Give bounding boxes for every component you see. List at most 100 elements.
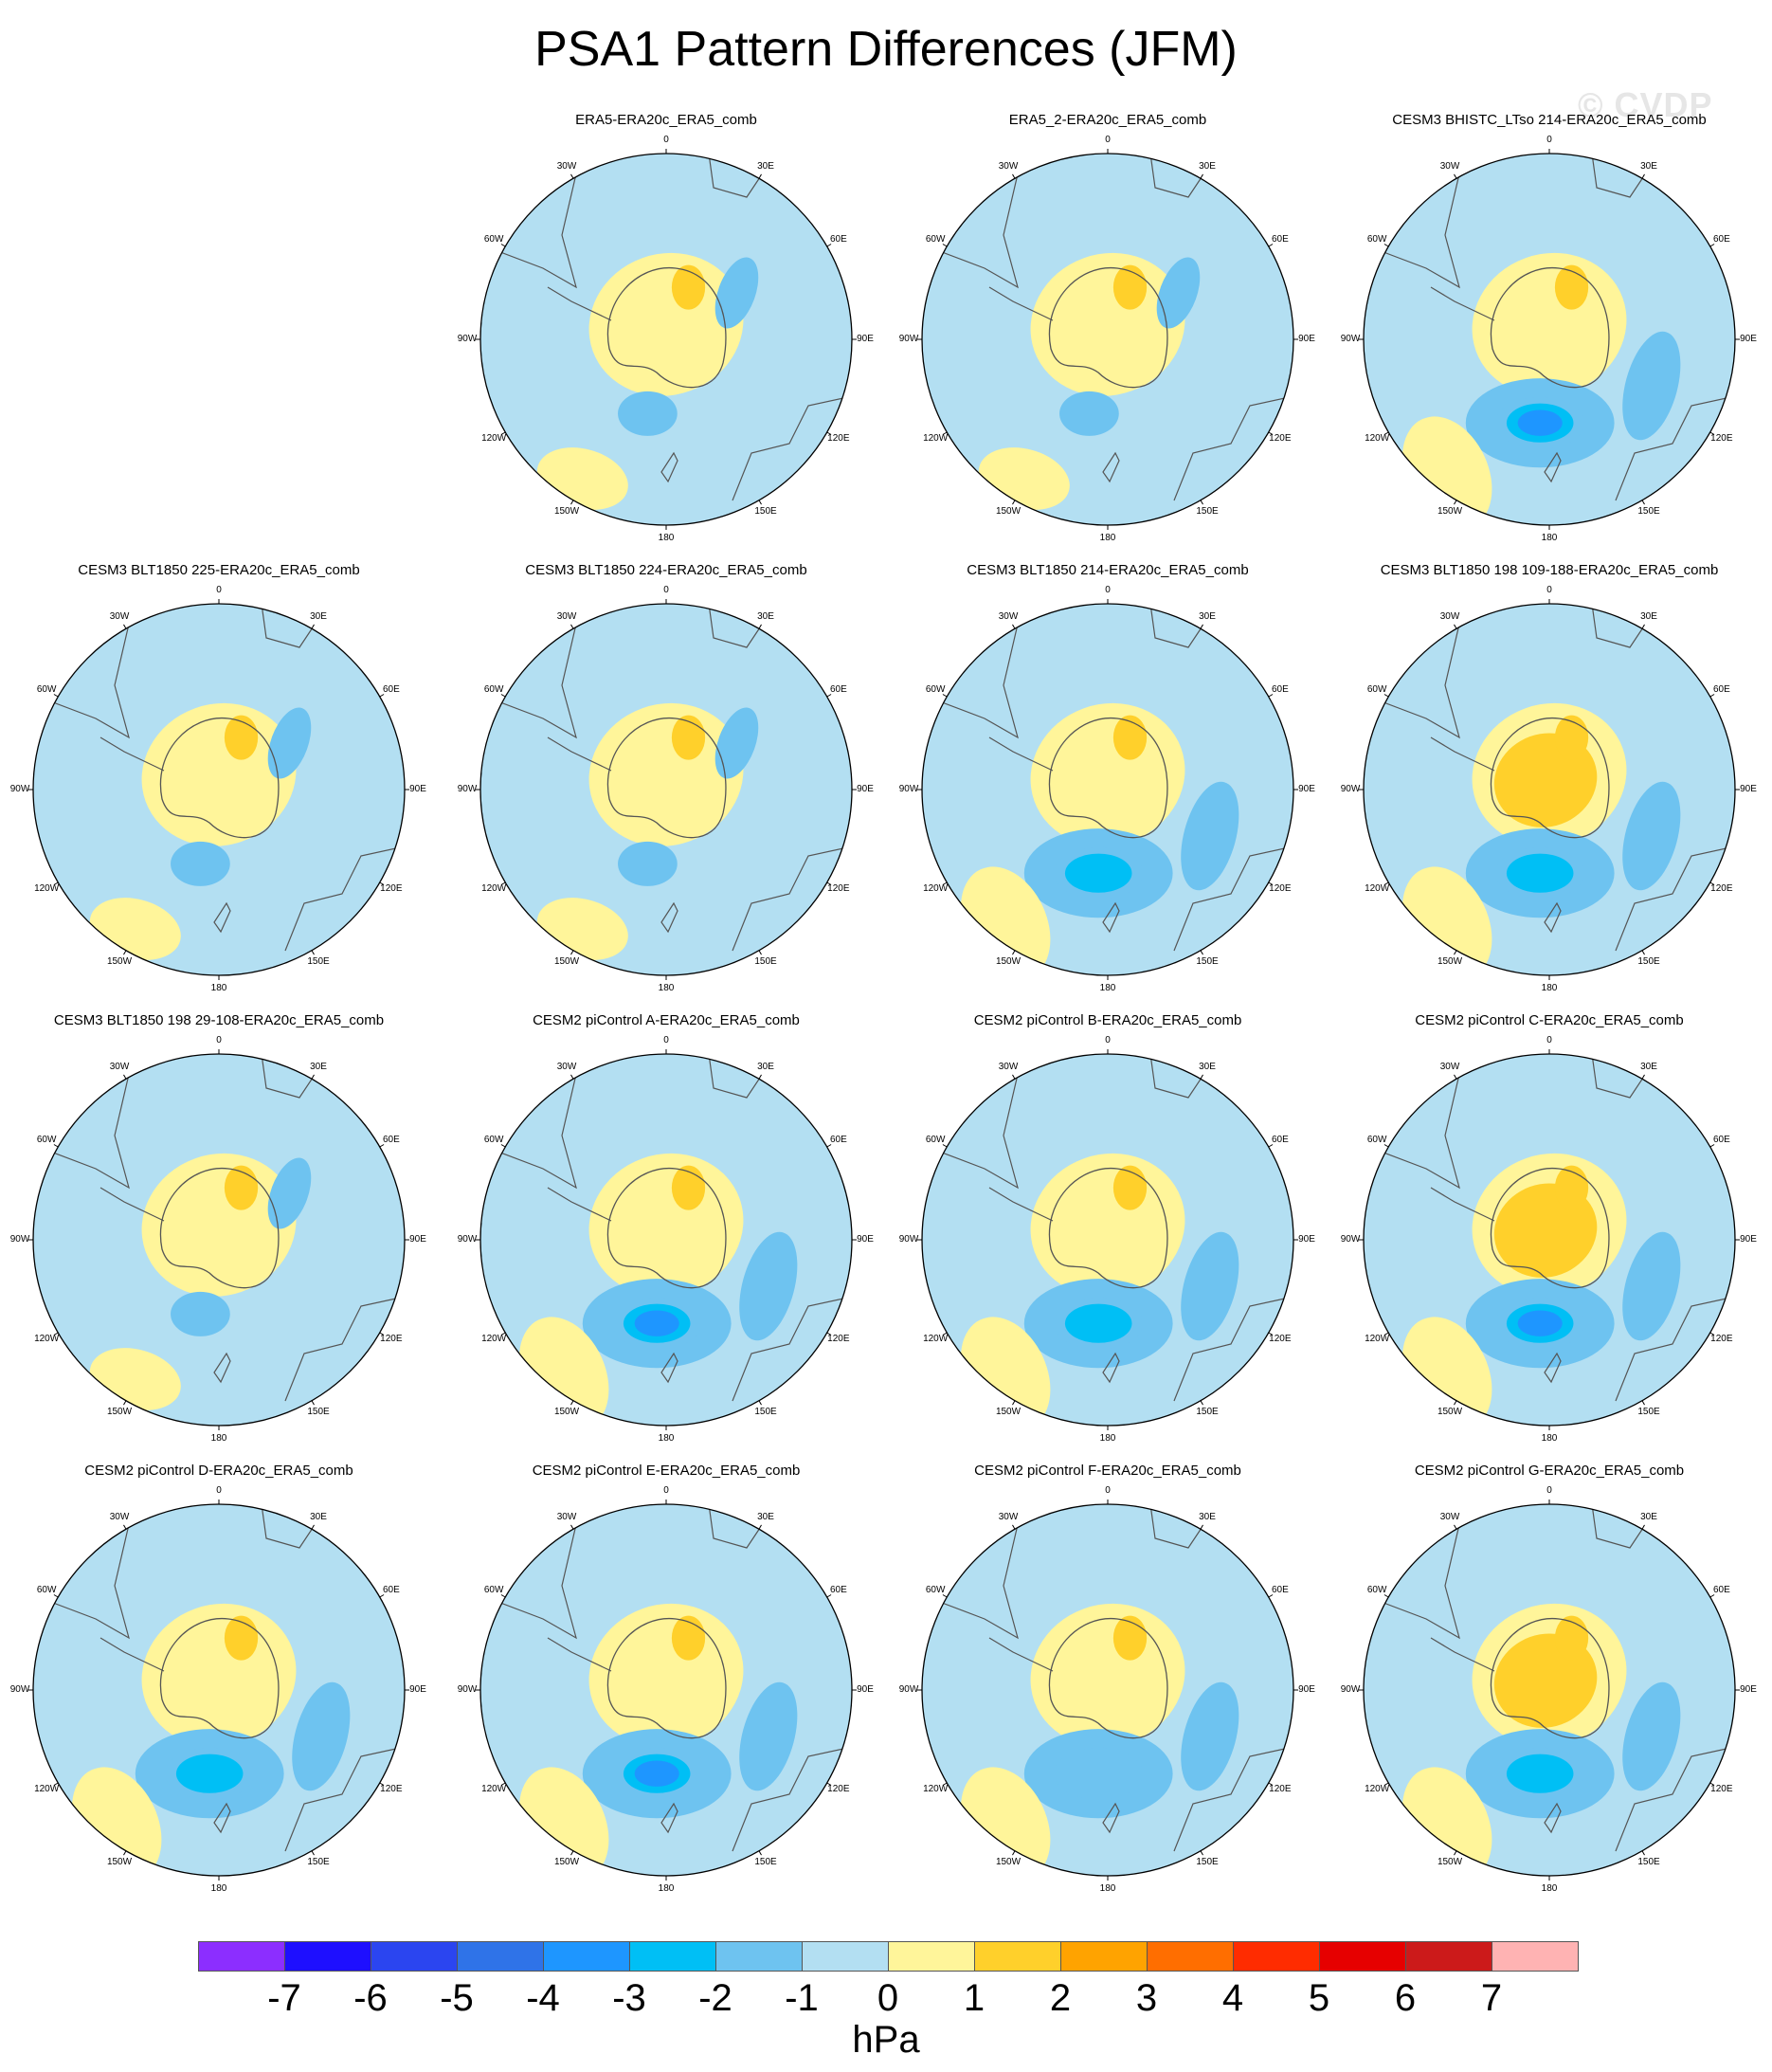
panel-title: CESM2 piControl C-ERA20c_ERA5_comb (1415, 1012, 1684, 1028)
longitude-tick (379, 694, 385, 698)
longitude-label: 30W (556, 1062, 577, 1073)
longitude-label: 60E (1271, 1135, 1289, 1145)
longitude-label: 150W (1437, 505, 1463, 517)
polar-map (476, 599, 857, 980)
longitude-label: 180 (658, 983, 675, 993)
africa-coastline (708, 154, 767, 198)
longitude-tick (379, 882, 385, 885)
longitude-tick (1200, 1524, 1203, 1530)
negative-anomaly-region (1622, 1231, 1681, 1341)
positive-anomaly-core (1112, 1615, 1148, 1661)
longitude-tick (1383, 1332, 1389, 1336)
longitude-tick (758, 173, 762, 179)
australia-coastline (1615, 395, 1735, 501)
longitude-label: 120W (34, 1334, 60, 1344)
longitude-label: 120E (380, 1784, 403, 1794)
south-america-coastline (33, 604, 135, 739)
longitude-label: 0 (216, 1035, 222, 1045)
longitude-label: 120E (827, 883, 850, 894)
longitude-label: 120W (481, 1334, 507, 1344)
negative-anomaly-region (267, 707, 312, 779)
panel-title: CESM2 piControl B-ERA20c_ERA5_comb (973, 1012, 1242, 1028)
longitude-label: 60E (382, 684, 400, 695)
longitude-label: 90E (409, 1684, 426, 1695)
australia-coastline (1173, 395, 1293, 501)
longitude-label: 30W (556, 611, 577, 623)
polar-map (28, 1499, 409, 1881)
panel-title: CESM2 piControl D-ERA20c_ERA5_comb (84, 1463, 353, 1479)
longitude-label: 90E (1740, 1684, 1757, 1695)
longitude-label: 150E (1196, 1856, 1219, 1867)
positive-anomaly-core (224, 1165, 259, 1210)
longitude-label: 30E (1640, 611, 1657, 623)
longitude-tick (758, 1524, 762, 1530)
longitude-label: 150E (1637, 955, 1660, 967)
colorbar-tick-label: 5 (1308, 1977, 1330, 2019)
africa-coastline (1591, 154, 1650, 198)
longitude-tick (1454, 1400, 1457, 1406)
longitude-label: 120E (827, 1334, 850, 1344)
longitude-label: 150W (995, 955, 1022, 967)
new-zealand-coastline (1544, 1352, 1562, 1384)
longitude-tick (500, 882, 506, 885)
longitude-label: 30E (1640, 161, 1657, 173)
longitude-label: 60E (829, 1585, 847, 1595)
longitude-label: 150E (754, 505, 777, 517)
longitude-label: 30W (109, 1062, 130, 1073)
longitude-tick (570, 1524, 574, 1530)
south-america-coastline (480, 154, 582, 289)
positive-anomaly-core (1554, 264, 1589, 310)
negative-anomaly-core (1517, 409, 1563, 436)
longitude-label: 120E (1710, 883, 1733, 894)
longitude-tick (570, 950, 574, 955)
longitude-tick (1012, 950, 1016, 955)
map-panel: CESM2 piControl F-ERA20c_ERA5_comb 0 30E 60… (889, 1463, 1327, 1908)
longitude-label: 90E (409, 784, 426, 794)
longitude-label: 90W (1340, 784, 1361, 794)
longitude-tick (500, 1332, 506, 1336)
colorbar-tick-label: 2 (1049, 1977, 1072, 2019)
new-zealand-coastline (213, 1352, 231, 1384)
longitude-tick (942, 431, 948, 435)
longitude-label: 150E (1196, 505, 1219, 517)
negative-anomaly-region (714, 257, 759, 329)
longitude-tick (1454, 173, 1457, 179)
longitude-label: 90W (1340, 1684, 1361, 1695)
south-america-coastline (1364, 1504, 1465, 1640)
longitude-tick (1200, 624, 1203, 629)
longitude-label: 60E (1271, 684, 1289, 695)
colorbar-swatch (888, 1941, 975, 1972)
longitude-label: 90E (857, 1684, 874, 1695)
longitude-tick (500, 1594, 506, 1598)
new-zealand-coastline (213, 901, 231, 934)
negative-anomaly-region (171, 1291, 230, 1336)
positive-anomaly-core (224, 715, 259, 760)
longitude-label: 30E (310, 1062, 327, 1073)
colorbar-tick-label: 7 (1480, 1977, 1503, 2019)
longitude-label: 60W (925, 234, 946, 245)
south-america-coastline (922, 154, 1023, 289)
negative-anomaly-region (267, 1157, 312, 1229)
new-zealand-coastline (1102, 901, 1120, 934)
longitude-label: 90W (9, 1234, 30, 1245)
australia-coastline (1173, 1746, 1293, 1852)
longitude-label: 0 (216, 1485, 222, 1496)
south-america-coastline (1364, 604, 1465, 739)
longitude-label: 30E (1199, 611, 1216, 623)
colorbar-swatch (1405, 1941, 1492, 1972)
longitude-tick (942, 1594, 948, 1598)
longitude-tick (500, 694, 506, 698)
longitude-tick (123, 1850, 127, 1856)
antarctic-peninsula-coastline (1430, 286, 1495, 321)
longitude-label: 30W (109, 1512, 130, 1523)
longitude-tick (1012, 1524, 1016, 1530)
longitude-tick (1200, 500, 1203, 505)
longitude-label: 60E (829, 234, 847, 245)
longitude-tick (826, 244, 832, 247)
positive-anomaly-core (1554, 1165, 1589, 1210)
longitude-label: 120E (1269, 883, 1292, 894)
australia-coastline (284, 845, 405, 952)
longitude-label: 30E (310, 1512, 327, 1523)
antarctica-coastline (159, 1167, 280, 1289)
africa-coastline (1149, 154, 1208, 198)
